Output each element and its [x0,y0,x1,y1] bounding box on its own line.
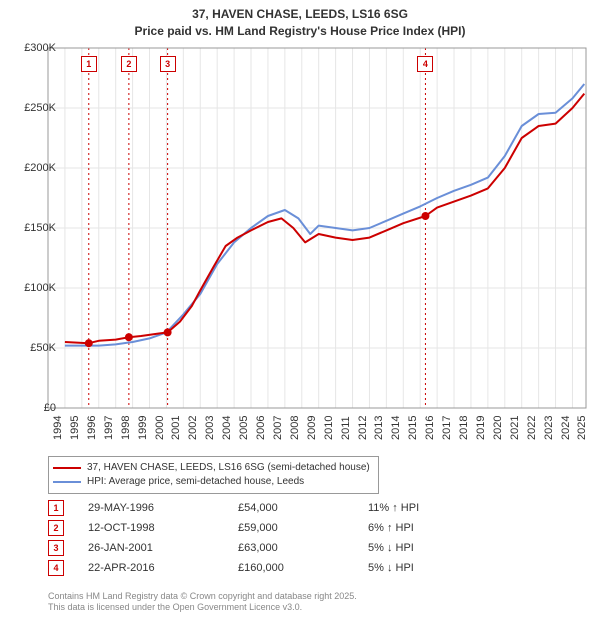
y-tick-label: £300K [24,42,56,54]
x-tick-label: 2001 [170,416,182,440]
x-tick-label: 1998 [120,416,132,440]
legend: 37, HAVEN CHASE, LEEDS, LS16 6SG (semi-d… [48,456,379,494]
event-delta: 5% ↓ HPI [368,538,518,558]
x-tick-label: 1999 [137,416,149,440]
event-marker-box: 4 [417,56,433,72]
event-number-box: 3 [48,540,64,556]
x-tick-label: 2007 [272,416,284,440]
x-tick-label: 2000 [154,416,166,440]
legend-swatch-1 [53,481,81,483]
event-row: 3 26-JAN-2001 £63,000 5% ↓ HPI [48,538,518,558]
x-tick-label: 2013 [373,416,385,440]
event-marker-box: 2 [121,56,137,72]
event-price: £54,000 [238,498,368,518]
x-tick-label: 2009 [306,416,318,440]
x-tick-label: 2015 [407,416,419,440]
footer-line-2: This data is licensed under the Open Gov… [48,602,357,614]
footer-line-1: Contains HM Land Registry data © Crown c… [48,591,357,603]
event-number-box: 4 [48,560,64,576]
x-tick-label: 2020 [492,416,504,440]
event-delta: 5% ↓ HPI [368,558,518,578]
legend-swatch-0 [53,467,81,469]
x-tick-label: 2025 [576,416,588,440]
x-tick-label: 2014 [390,416,402,440]
y-tick-label: £0 [44,402,56,414]
x-tick-label: 2016 [424,416,436,440]
x-tick-label: 2010 [323,416,335,440]
x-tick-label: 2023 [543,416,555,440]
event-price: £59,000 [238,518,368,538]
x-tick-label: 2008 [289,416,301,440]
x-tick-label: 2022 [526,416,538,440]
x-tick-label: 1995 [69,416,81,440]
x-tick-label: 2004 [221,416,233,440]
event-date: 29-MAY-1996 [88,498,238,518]
y-tick-label: £250K [24,102,56,114]
events-table: 1 29-MAY-1996 £54,000 11% ↑ HPI 2 12-OCT… [48,498,568,578]
x-tick-label: 2024 [560,416,572,440]
x-tick-label: 2002 [187,416,199,440]
x-tick-label: 2006 [255,416,267,440]
x-tick-label: 2003 [204,416,216,440]
event-delta: 6% ↑ HPI [368,518,518,538]
x-tick-label: 2005 [238,416,250,440]
plot-svg [48,48,586,408]
event-price: £160,000 [238,558,368,578]
legend-label-0: 37, HAVEN CHASE, LEEDS, LS16 6SG (semi-d… [87,461,370,475]
x-tick-label: 2017 [441,416,453,440]
event-price: £63,000 [238,538,368,558]
event-date: 26-JAN-2001 [88,538,238,558]
x-tick-label: 2011 [340,416,352,440]
title-line-1: 37, HAVEN CHASE, LEEDS, LS16 6SG [0,6,600,23]
y-tick-label: £50K [30,342,56,354]
event-marker-box: 1 [81,56,97,72]
x-tick-label: 1994 [52,416,64,440]
x-tick-label: 1997 [103,416,115,440]
chart-container: 37, HAVEN CHASE, LEEDS, LS16 6SG Price p… [0,0,600,620]
event-number-box: 1 [48,500,64,516]
legend-item-1: HPI: Average price, semi-detached house,… [53,475,370,489]
event-row: 2 12-OCT-1998 £59,000 6% ↑ HPI [48,518,518,538]
x-tick-label: 1996 [86,416,98,440]
event-number-box: 2 [48,520,64,536]
y-tick-label: £150K [24,222,56,234]
chart-title: 37, HAVEN CHASE, LEEDS, LS16 6SG Price p… [0,0,600,40]
footer: Contains HM Land Registry data © Crown c… [48,591,357,614]
y-tick-label: £200K [24,162,56,174]
event-date: 12-OCT-1998 [88,518,238,538]
legend-label-1: HPI: Average price, semi-detached house,… [87,475,304,489]
title-line-2: Price paid vs. HM Land Registry's House … [0,23,600,40]
x-tick-label: 2012 [357,416,369,440]
x-tick-label: 2019 [475,416,487,440]
x-tick-label: 2021 [509,416,521,440]
x-tick-label: 2018 [458,416,470,440]
event-row: 4 22-APR-2016 £160,000 5% ↓ HPI [48,558,518,578]
event-marker-box: 3 [160,56,176,72]
plot-area [48,48,586,408]
event-row: 1 29-MAY-1996 £54,000 11% ↑ HPI [48,498,518,518]
event-date: 22-APR-2016 [88,558,238,578]
event-delta: 11% ↑ HPI [368,498,518,518]
legend-item-0: 37, HAVEN CHASE, LEEDS, LS16 6SG (semi-d… [53,461,370,475]
y-tick-label: £100K [24,282,56,294]
